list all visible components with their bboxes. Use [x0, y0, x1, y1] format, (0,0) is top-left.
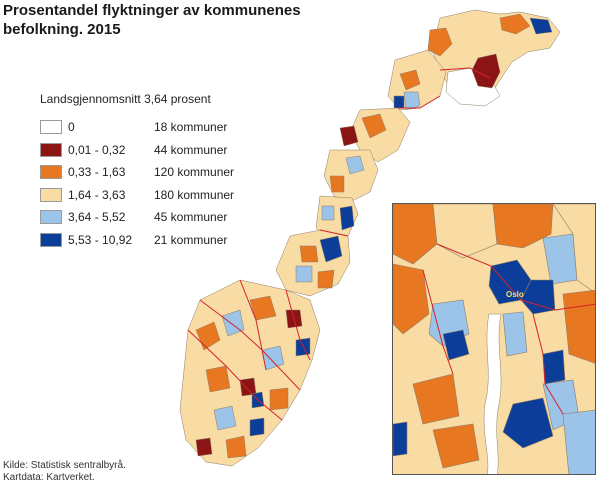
- region-south-c: [249, 295, 277, 321]
- inset-region-w2: [393, 421, 408, 457]
- region-trondelag-d: [317, 269, 335, 289]
- region-south-h: [239, 377, 257, 397]
- region-south-i: [269, 387, 289, 411]
- region-troms-b: [399, 69, 421, 91]
- legend-range: 0: [68, 120, 75, 135]
- legend-item: 0,33 - 1,63 120 kommuner: [40, 161, 270, 184]
- legend-swatch: [40, 120, 62, 135]
- inset-region-e: [552, 204, 595, 293]
- source-line: Kartdata: Kartverket.: [3, 472, 95, 483]
- legend-count: 45 kommuner: [154, 210, 228, 225]
- region-south-g: [205, 365, 231, 393]
- region-south-b: [221, 309, 245, 337]
- inset-region-oslo-e: [520, 279, 556, 315]
- county-border-nordland: [319, 229, 349, 237]
- legend-count: 44 kommuner: [154, 142, 228, 157]
- legend-item: 0,01 - 0,32 44 kommuner: [40, 139, 270, 162]
- region-south-m: [195, 437, 213, 457]
- legend-swatch: [40, 210, 62, 225]
- legend-range: 3,64 - 5,52: [68, 210, 126, 225]
- region-helgeland-b: [321, 205, 335, 221]
- oslofjord: [483, 313, 502, 474]
- region-karasjok: [471, 53, 501, 89]
- inset-water: [483, 313, 502, 474]
- region-vestland: [179, 279, 321, 467]
- map-title: Prosentandel flyktninger av kommunenes b…: [3, 2, 301, 38]
- legend-count: 120 kommuner: [154, 165, 235, 180]
- legend-item: 0 18 kommuner: [40, 116, 270, 139]
- county-border-north: [439, 67, 491, 79]
- inset-county-borders: [422, 243, 595, 415]
- legend-swatch: [40, 187, 62, 202]
- inset-region-sw: [412, 373, 460, 425]
- inset-region-ne: [492, 204, 554, 249]
- county-border-south-b: [187, 329, 283, 421]
- legend-range: 0,01 - 0,32: [68, 142, 126, 157]
- region-south-l: [225, 435, 247, 459]
- county-borders: [187, 67, 491, 421]
- county-border-south-d: [285, 289, 311, 361]
- county-border-south-a: [199, 299, 301, 391]
- inset-region-n: [432, 204, 498, 259]
- region-helgeland-a: [339, 205, 355, 231]
- inset-border-a: [436, 243, 595, 311]
- oslo-label: Oslo: [506, 290, 524, 299]
- region-finnmark-coast-b: [529, 17, 553, 35]
- region-trondelag-c: [295, 265, 313, 283]
- legend-count: 18 kommuner: [154, 120, 228, 135]
- region-south-j: [213, 405, 237, 431]
- source-note: Kilde: Statistisk sentralbyrå. Kartdata:…: [3, 460, 126, 484]
- county-border-troms: [398, 95, 441, 109]
- southern-norway: [179, 279, 321, 467]
- legend-swatch: [40, 165, 62, 180]
- inset-region-w: [393, 263, 430, 335]
- region-finnmark-coast-c: [427, 27, 453, 57]
- region-south-k: [249, 417, 265, 437]
- region-troms-c: [403, 91, 421, 111]
- county-border-south-c: [239, 279, 267, 371]
- inset-municipalities: [393, 204, 595, 474]
- region-nordland-b: [339, 125, 359, 147]
- inset-region-mid-a: [442, 329, 470, 361]
- legend-item: 3,64 - 5,52 45 kommuner: [40, 206, 270, 229]
- legend-heading: Landsgjennomsnitt 3,64 prosent: [40, 92, 211, 106]
- inset-border-c: [532, 313, 564, 415]
- northern-norway: [315, 9, 561, 241]
- oslo-inset-map: Oslo: [392, 203, 596, 475]
- region-trondelag-b: [299, 245, 319, 263]
- region-trondelag-a: [319, 235, 343, 263]
- region-nordland-a: [361, 113, 387, 139]
- trondelag: [275, 229, 351, 297]
- region-finnmark-coast-a: [499, 13, 531, 35]
- legend-item: 5,53 - 10,92 21 kommuner: [40, 229, 270, 252]
- legend-swatch: [40, 142, 62, 157]
- region-nordland-c: [345, 155, 365, 175]
- inset-region-mid-b: [502, 311, 528, 357]
- region-troms-d: [393, 95, 405, 109]
- legend: Landsgjennomsnitt 3,64 prosent 0 18 komm…: [40, 92, 270, 251]
- inset-region-s-a: [502, 397, 554, 449]
- legend-item: 1,64 - 3,63 180 kommuner: [40, 184, 270, 207]
- oslo-inset-svg: [393, 204, 595, 474]
- region-nordland-d: [329, 175, 345, 193]
- legend-count: 180 kommuner: [154, 187, 235, 202]
- legend-range: 5,53 - 10,92: [68, 232, 133, 247]
- inset-region-se: [562, 409, 595, 474]
- legend-count: 21 kommuner: [154, 232, 228, 247]
- legend-swatch: [40, 232, 62, 247]
- legend-range: 1,64 - 3,63: [68, 187, 126, 202]
- legend-range: 0,33 - 1,63: [68, 165, 126, 180]
- inset-region-s-c: [432, 423, 480, 469]
- source-line: Kilde: Statistisk sentralbyrå.: [3, 460, 126, 471]
- inset-region-s-d: [542, 349, 566, 385]
- inset-border-b: [422, 269, 454, 375]
- inset-region-east: [562, 289, 595, 364]
- inset-region-nw: [393, 204, 438, 265]
